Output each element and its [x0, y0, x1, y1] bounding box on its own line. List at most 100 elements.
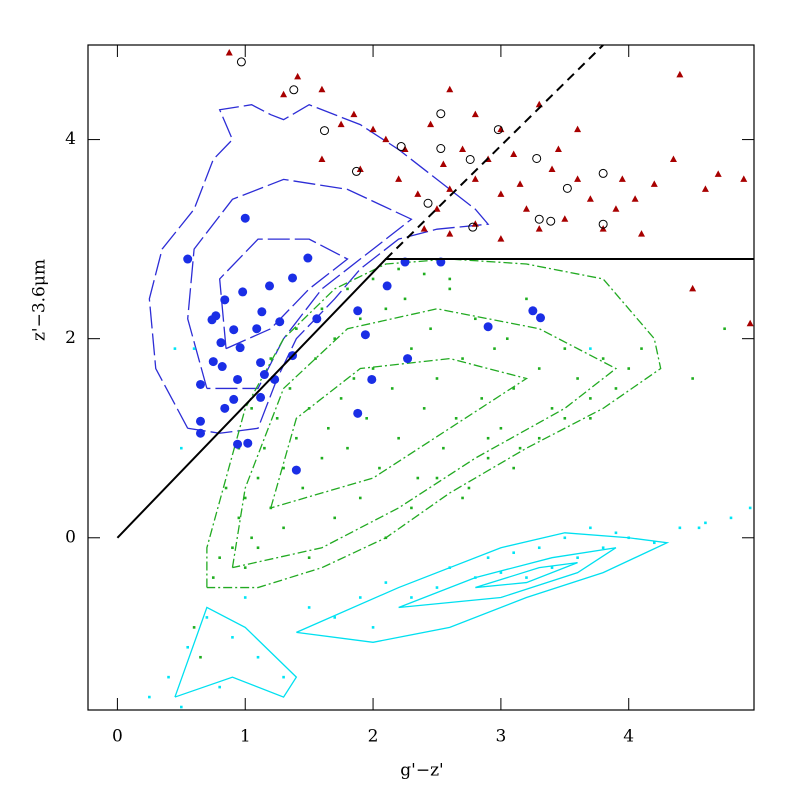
point: [269, 357, 273, 360]
point: [740, 175, 748, 182]
point: [439, 160, 447, 167]
point: [236, 57, 246, 67]
point: [467, 486, 471, 490]
point: [339, 397, 343, 400]
point: [689, 284, 697, 292]
point: [612, 205, 620, 212]
point: [351, 166, 361, 176]
point: [199, 655, 202, 659]
point: [618, 175, 626, 182]
point: [627, 536, 631, 540]
point: [435, 476, 439, 480]
point: [352, 377, 356, 380]
point: [216, 338, 226, 348]
point: [729, 516, 733, 520]
point: [638, 230, 646, 237]
point: [433, 205, 441, 212]
point: [448, 566, 452, 569]
point: [536, 313, 546, 323]
point: [522, 205, 530, 212]
point: [289, 85, 299, 95]
point: [397, 436, 400, 440]
y-tick-label: 4: [65, 129, 76, 149]
point: [410, 596, 413, 599]
point: [186, 645, 190, 649]
point: [574, 175, 582, 182]
point: [365, 417, 368, 420]
contour: [174, 606, 298, 698]
point: [471, 175, 479, 182]
point: [446, 85, 454, 93]
point: [218, 685, 221, 689]
point: [474, 576, 477, 579]
point: [356, 165, 364, 172]
point: [748, 506, 752, 510]
point: [701, 185, 709, 192]
point: [257, 307, 267, 317]
point: [295, 327, 298, 331]
point: [546, 216, 556, 226]
point: [446, 185, 454, 192]
point: [554, 145, 562, 153]
point: [282, 675, 285, 679]
point: [233, 439, 243, 449]
point: [218, 556, 221, 559]
point: [307, 606, 311, 609]
point: [225, 48, 233, 56]
point: [563, 536, 567, 540]
point: [525, 576, 528, 579]
point: [303, 253, 313, 263]
point: [256, 546, 260, 550]
point: [550, 566, 554, 569]
contour: [475, 562, 578, 589]
point: [471, 220, 479, 227]
point: [353, 306, 363, 316]
point: [589, 417, 592, 420]
point: [382, 281, 392, 291]
point: [493, 347, 496, 350]
point: [243, 438, 253, 448]
point: [384, 307, 388, 311]
point: [231, 636, 234, 639]
point: [180, 705, 183, 709]
point: [319, 126, 329, 136]
point: [640, 347, 643, 350]
point: [353, 408, 363, 418]
point: [288, 273, 298, 283]
point: [320, 456, 324, 460]
point: [231, 546, 234, 550]
x-axis-label: g'−z': [400, 761, 443, 781]
point: [192, 626, 196, 629]
point: [382, 135, 390, 143]
y-tick-label: 2: [65, 328, 76, 348]
point: [510, 150, 518, 158]
point: [269, 506, 273, 510]
point: [410, 347, 413, 350]
point: [486, 456, 490, 460]
point: [576, 377, 579, 380]
point: [263, 446, 266, 450]
point: [435, 377, 439, 380]
point: [167, 675, 170, 679]
point: [589, 526, 592, 530]
point: [518, 446, 522, 450]
point: [486, 556, 490, 559]
point: [295, 436, 298, 440]
point: [474, 317, 477, 321]
point: [360, 330, 370, 340]
point: [535, 225, 543, 232]
point: [195, 416, 205, 426]
point: [468, 222, 478, 232]
point: [483, 322, 493, 332]
point: [346, 287, 349, 291]
point: [652, 541, 656, 545]
point: [240, 213, 250, 223]
point: [676, 70, 684, 78]
point: [505, 337, 509, 340]
point: [252, 324, 262, 334]
point: [669, 155, 677, 162]
point: [442, 446, 445, 450]
point: [384, 536, 388, 540]
point: [493, 125, 503, 135]
